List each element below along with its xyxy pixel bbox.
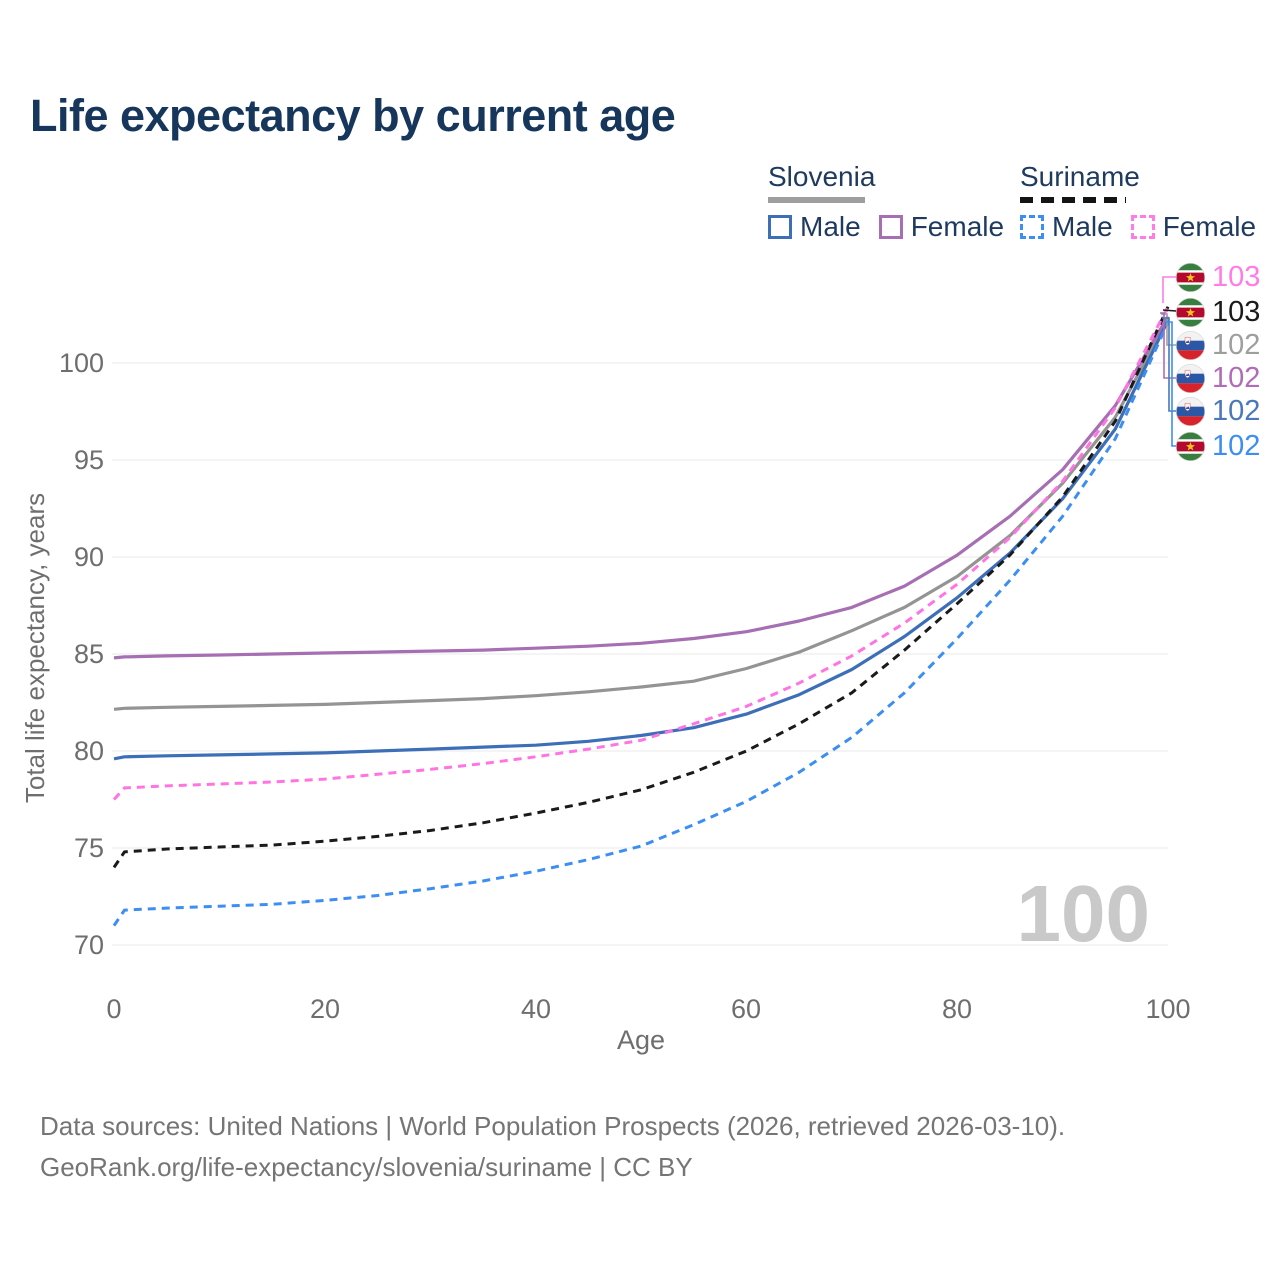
y-axis-tick-labels: 70 75 80 85 90 95 100 bbox=[59, 348, 104, 960]
end-label-suriname-total[interactable]: 103 bbox=[1176, 296, 1260, 328]
y-axis-title: Total life expectancy, years bbox=[20, 493, 50, 803]
suriname-female-swatch-icon bbox=[1130, 215, 1155, 239]
x-tick: 100 bbox=[1145, 994, 1190, 1024]
legend-item-suriname-female[interactable]: Female bbox=[1130, 211, 1257, 243]
end-label-slovenia-male[interactable]: 102 bbox=[1176, 395, 1260, 427]
end-value: 103 bbox=[1212, 295, 1261, 328]
end-label-slovenia-total[interactable]: 102 bbox=[1176, 329, 1260, 361]
x-tick: 60 bbox=[731, 994, 761, 1024]
end-value: 102 bbox=[1212, 328, 1261, 361]
series-lines-layer bbox=[112, 306, 1170, 927]
series-line-suriname-male[interactable] bbox=[112, 321, 1170, 927]
slovenia-flag-icon bbox=[1176, 330, 1205, 360]
legend-label: Male bbox=[800, 211, 861, 242]
series-line-suriname-total[interactable] bbox=[112, 306, 1170, 869]
legend-country-suriname[interactable]: Suriname bbox=[1020, 161, 1140, 192]
y-tick: 75 bbox=[74, 833, 104, 863]
x-tick: 40 bbox=[521, 994, 551, 1024]
suriname-male-swatch-icon bbox=[1020, 215, 1044, 239]
series-line-suriname-female[interactable] bbox=[112, 306, 1170, 801]
legend-label: Female bbox=[910, 211, 1005, 242]
y-tick: 70 bbox=[74, 930, 104, 960]
legend-label: Male bbox=[1052, 211, 1113, 242]
slovenia-flag-icon bbox=[1176, 363, 1205, 393]
end-label-suriname-male[interactable]: 102 bbox=[1176, 430, 1260, 462]
legend-item-suriname-male[interactable]: Male bbox=[1020, 211, 1113, 243]
end-value: 102 bbox=[1212, 429, 1261, 462]
y-tick: 90 bbox=[74, 542, 104, 572]
suriname-flag-icon bbox=[1176, 262, 1205, 292]
y-tick: 85 bbox=[74, 639, 104, 669]
series-line-slovenia-total[interactable] bbox=[113, 317, 1170, 711]
y-tick: 95 bbox=[74, 445, 104, 475]
end-value: 102 bbox=[1212, 394, 1261, 427]
end-value: 102 bbox=[1212, 361, 1261, 394]
attribution-line[interactable]: GeoRank.org/life-expectancy/slovenia/sur… bbox=[40, 1152, 693, 1182]
end-label-slovenia-female[interactable]: 102 bbox=[1176, 362, 1260, 394]
slovenia-male-swatch-icon bbox=[768, 215, 792, 239]
legend-group-suriname: Suriname Male Female bbox=[1020, 161, 1256, 243]
y-tick: 100 bbox=[59, 348, 104, 378]
end-label-connectors bbox=[1160, 276, 1177, 447]
slovenia-female-swatch-icon bbox=[878, 215, 903, 239]
x-axis-tick-labels: 0 20 40 60 80 100 bbox=[106, 994, 1190, 1024]
gridlines bbox=[112, 362, 1168, 946]
legend-country-slovenia[interactable]: Slovenia bbox=[768, 161, 876, 192]
x-tick: 0 bbox=[106, 994, 121, 1024]
page-title: Life expectancy by current age bbox=[30, 90, 676, 141]
legend-label: Female bbox=[1162, 211, 1257, 242]
y-tick: 80 bbox=[74, 736, 104, 766]
x-axis-title: Age bbox=[617, 1025, 665, 1055]
x-tick: 20 bbox=[310, 994, 340, 1024]
x-tick: 80 bbox=[942, 994, 972, 1024]
legend-item-slovenia-female[interactable]: Female bbox=[878, 211, 1005, 243]
series-line-slovenia-male[interactable] bbox=[113, 319, 1170, 761]
end-value: 103 bbox=[1212, 260, 1261, 293]
legend-item-slovenia-male[interactable]: Male bbox=[768, 211, 861, 243]
suriname-flag-icon bbox=[1176, 297, 1205, 327]
suriname-flag-icon bbox=[1176, 431, 1205, 461]
hover-age-watermark: 100 bbox=[1017, 869, 1150, 958]
legend-group-slovenia: Slovenia Male Female bbox=[768, 161, 1004, 243]
slovenia-flag-icon bbox=[1176, 396, 1205, 426]
legend-line-swatch-slovenia bbox=[768, 197, 865, 203]
legend-line-swatch-suriname bbox=[1020, 197, 1126, 203]
series-line-slovenia-female[interactable] bbox=[113, 315, 1170, 660]
footer: Data sources: United Nations | World Pop… bbox=[40, 1106, 1065, 1188]
end-label-suriname-female[interactable]: 103 bbox=[1176, 261, 1260, 293]
data-sources-line: Data sources: United Nations | World Pop… bbox=[40, 1111, 1066, 1141]
